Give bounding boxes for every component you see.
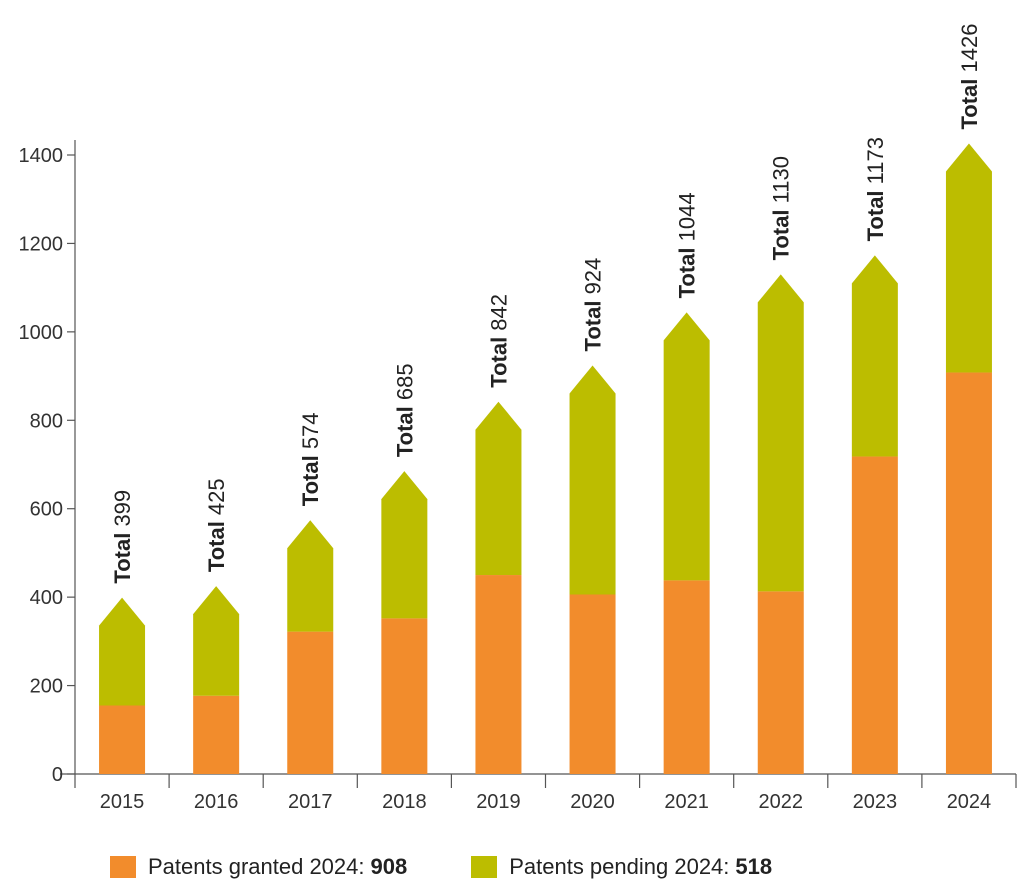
x-tick-label: 2021	[664, 791, 709, 813]
total-label: Total 924	[581, 258, 606, 352]
y-tick-label: 800	[30, 410, 63, 432]
bar-pending	[945, 143, 992, 373]
legend-swatch-pending	[471, 856, 498, 878]
x-tick-label: 2019	[476, 791, 521, 813]
legend-label-granted: Patents granted 2024: 908	[148, 854, 407, 880]
y-tick-label: 0	[52, 764, 63, 786]
legend-item-pending: Patents pending 2024: 518	[471, 854, 772, 880]
legend-swatch-granted	[110, 856, 136, 878]
bar-pending	[757, 274, 804, 592]
x-tick-label: 2022	[759, 791, 804, 813]
total-label: Total 685	[392, 363, 417, 457]
legend-pending-text: Patents pending 2024:	[509, 854, 730, 879]
y-tick-label: 1400	[19, 145, 64, 167]
legend: Patents granted 2024: 908 Patents pending…	[110, 850, 1010, 884]
y-tick-label: 1200	[19, 233, 64, 255]
bar-pending	[287, 520, 334, 632]
bar-pending	[381, 471, 428, 619]
bar-pending	[193, 586, 240, 696]
x-tick-label: 2023	[853, 791, 898, 813]
x-tick-label: 2024	[947, 791, 992, 813]
bar-granted	[569, 594, 616, 774]
bar-granted	[945, 372, 992, 774]
x-tick-label: 2015	[100, 791, 145, 813]
legend-granted-value: 908	[370, 854, 408, 879]
total-label: Total 842	[486, 294, 511, 388]
x-tick-label: 2016	[194, 791, 239, 813]
y-tick-label: 200	[30, 676, 63, 698]
bar-pending	[663, 312, 710, 581]
legend-granted-text: Patents granted 2024:	[148, 854, 365, 879]
x-tick-label: 2018	[382, 791, 427, 813]
bar-granted	[851, 456, 898, 774]
total-label: Total 399	[110, 490, 135, 584]
bar-pending	[99, 597, 146, 706]
legend-label-pending: Patents pending 2024: 518	[509, 854, 772, 880]
y-tick-label: 400	[30, 587, 63, 609]
y-tick-label: 600	[30, 499, 63, 521]
total-label: Total 1173	[863, 137, 888, 241]
x-tick-label: 2017	[288, 791, 333, 813]
bar-granted	[381, 618, 428, 774]
total-label: Total 574	[298, 412, 323, 506]
chart-svg: 0 200 400 600 800 1000 1200 1400 2015 Total 399 20…	[19, 24, 1017, 813]
bar-pending	[851, 255, 898, 457]
bar-granted	[287, 631, 334, 774]
total-label: Total 1130	[769, 156, 794, 260]
bar-granted	[757, 591, 804, 774]
total-label: Total 1426	[957, 24, 982, 130]
legend-pending-value: 518	[735, 854, 773, 879]
bar-granted	[193, 695, 240, 774]
bar-pending	[475, 401, 522, 576]
total-label: Total 1044	[675, 192, 700, 298]
x-tick-label: 2020	[570, 791, 615, 813]
bar-granted	[663, 580, 710, 774]
legend-item-granted: Patents granted 2024: 908	[110, 854, 407, 880]
y-tick-label: 1000	[19, 322, 64, 344]
bar-granted	[475, 575, 522, 774]
bar-pending	[569, 365, 616, 595]
total-label: Total 425	[204, 478, 229, 572]
bar-granted	[99, 705, 146, 774]
